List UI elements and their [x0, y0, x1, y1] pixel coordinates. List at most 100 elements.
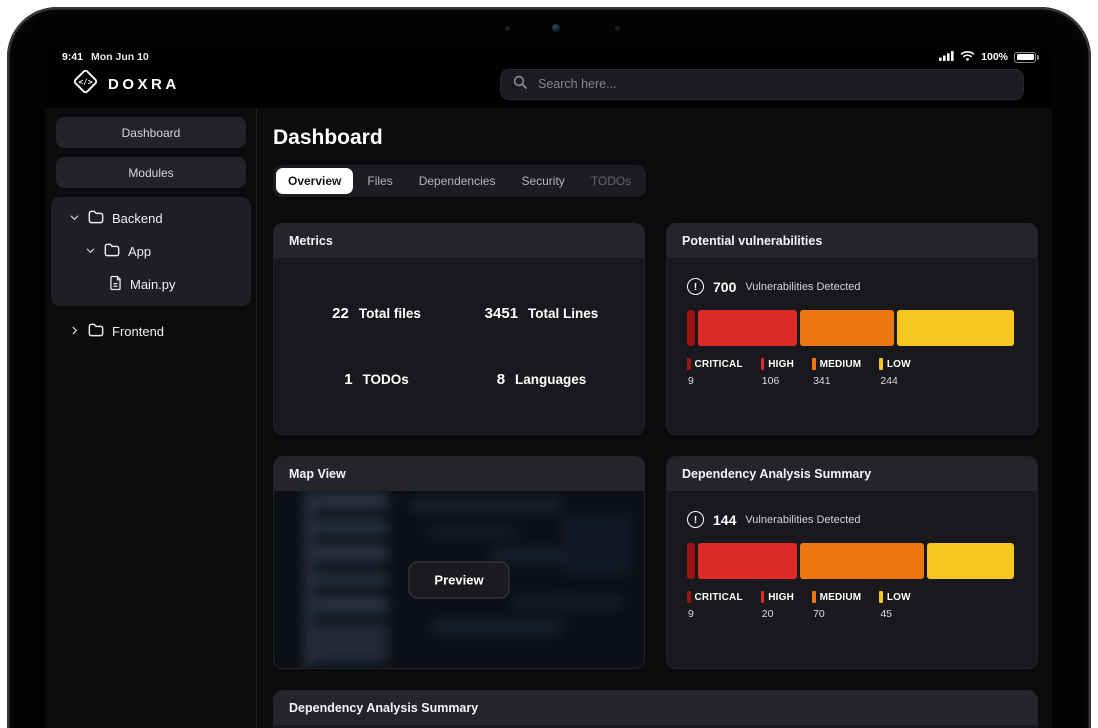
- svg-text:</>: </>: [78, 77, 92, 86]
- bar-segment-critical: [687, 310, 696, 346]
- folder-icon: [88, 323, 104, 340]
- legend-tick: [687, 358, 691, 370]
- legend-tick: [879, 358, 883, 370]
- status-time: 9:41: [62, 51, 84, 63]
- tablet-frame: 9:41 Mon Jun 10 100%: [7, 7, 1091, 728]
- legend-item-low: LOW 45: [879, 591, 911, 620]
- bar-segment-low: [927, 543, 1015, 579]
- legend-value: 341: [813, 375, 831, 387]
- dependency-summary-wide-card: Dependency Analysis Summary: [273, 690, 1038, 728]
- brand-logo[interactable]: </> DOXRA: [72, 68, 180, 100]
- tab-files[interactable]: Files: [355, 168, 404, 194]
- vulnerability-total-label: Vulnerabilities Detected: [745, 513, 861, 526]
- legend-label: MEDIUM: [819, 591, 862, 603]
- stat-value: 22: [332, 304, 349, 322]
- tab-dependencies[interactable]: Dependencies: [407, 168, 508, 194]
- bar-segment-high: [698, 310, 798, 346]
- vulnerability-total: 144: [713, 511, 737, 528]
- signal-icon: [939, 50, 954, 64]
- tree-item-label: Main.py: [130, 277, 176, 292]
- tree-item-frontend[interactable]: Frontend: [56, 315, 246, 348]
- card-title: Dependency Analysis Summary: [274, 691, 1037, 725]
- brand-name: DOXRA: [108, 75, 180, 93]
- vulnerability-total: 700: [713, 278, 737, 295]
- file-icon: [109, 275, 122, 294]
- search-bar[interactable]: [500, 68, 1024, 100]
- legend-item-critical: CRITICAL 9: [687, 591, 743, 620]
- legend-tick: [760, 591, 765, 603]
- chevron-down-icon: [69, 211, 80, 226]
- sidebar: Dashboard Modules Backend App: [46, 108, 257, 728]
- vulnerability-count: ! 144 Vulnerabilities Detected: [687, 511, 1017, 528]
- legend-value: 45: [880, 608, 893, 620]
- tree-item-label: Backend: [112, 211, 163, 226]
- stat-todos: 1 TODOs: [344, 371, 409, 388]
- status-bar: 9:41 Mon Jun 10 100%: [46, 44, 1052, 64]
- tree-item-app[interactable]: App: [51, 235, 251, 268]
- page-title: Dashboard: [273, 126, 383, 149]
- legend-item-medium: MEDIUM 341: [812, 358, 861, 387]
- vulnerability-bar: [687, 543, 1017, 579]
- dependency-summary-card: Dependency Analysis Summary ! 144 Vulner…: [666, 456, 1038, 669]
- brand-icon: </>: [72, 68, 99, 100]
- card-title: Dependency Analysis Summary: [667, 457, 1037, 491]
- tab-overview[interactable]: Overview: [276, 168, 354, 194]
- legend-tick: [687, 591, 691, 603]
- chevron-down-icon: [85, 244, 96, 259]
- legend-tick: [812, 358, 816, 370]
- bar-segment-low: [897, 310, 1015, 346]
- legend-tick: [812, 591, 816, 603]
- legend-label: CRITICAL: [694, 358, 743, 370]
- screen: 9:41 Mon Jun 10 100%: [46, 44, 1052, 728]
- card-title: Map View: [274, 457, 644, 491]
- legend-value: 70: [813, 608, 825, 620]
- wifi-icon: [960, 50, 975, 64]
- legend-item-low: LOW 244: [879, 358, 911, 387]
- legend-label: HIGH: [768, 358, 795, 370]
- folder-icon: [104, 243, 120, 260]
- search-input[interactable]: [536, 76, 1011, 92]
- legend-item-medium: MEDIUM 70: [812, 591, 861, 620]
- alert-circle-icon: !: [687, 278, 704, 295]
- folder-icon: [88, 210, 104, 227]
- app-body: Dashboard Modules Backend App: [46, 108, 1052, 728]
- legend-label: LOW: [886, 358, 911, 370]
- alert-circle-icon: !: [687, 511, 704, 528]
- stat-languages: 8 Languages: [497, 371, 587, 388]
- sidebar-item-modules[interactable]: Modules: [56, 157, 246, 188]
- legend-value: 106: [761, 375, 780, 387]
- vulnerability-legend: CRITICAL 9 HIGH 106 MEDIUM: [687, 358, 1017, 387]
- tree-item-mainpy[interactable]: Main.py: [51, 268, 251, 301]
- legend-tick: [879, 591, 883, 603]
- stat-label: Total Lines: [528, 305, 599, 321]
- legend-value: 244: [880, 375, 898, 387]
- card-title: Potential vulnerabilities: [667, 224, 1037, 258]
- tab-security[interactable]: Security: [509, 168, 576, 194]
- chevron-right-icon: [69, 324, 80, 339]
- preview-button[interactable]: Preview: [408, 561, 510, 598]
- tab-todos[interactable]: TODOs: [579, 168, 643, 194]
- stat-value: 1: [344, 370, 353, 388]
- bar-segment-medium: [800, 543, 924, 579]
- app-header: 9:41 Mon Jun 10 100%: [46, 44, 1052, 108]
- bar-segment-medium: [800, 310, 895, 346]
- legend-label: LOW: [886, 591, 911, 603]
- legend-item-critical: CRITICAL 9: [687, 358, 743, 387]
- stat-value: 8: [496, 370, 506, 388]
- stat-label: Languages: [515, 371, 587, 387]
- tree-item-backend[interactable]: Backend: [51, 202, 251, 235]
- sidebar-item-dashboard[interactable]: Dashboard: [56, 117, 246, 148]
- status-date: Mon Jun 10: [91, 51, 149, 63]
- main-content: Dashboard Overview Files Dependencies Se…: [257, 108, 1052, 728]
- tab-bar: Overview Files Dependencies Security TOD…: [273, 165, 647, 197]
- vulnerability-bar: [687, 310, 1017, 346]
- battery-percentage: 100%: [981, 51, 1008, 63]
- legend-item-high: HIGH 20: [760, 591, 794, 620]
- legend-value: 9: [688, 608, 694, 620]
- vulnerability-legend: CRITICAL 9 HIGH 20 MEDIUM: [687, 591, 1017, 620]
- front-camera: [552, 24, 560, 32]
- legend-item-high: HIGH 106: [760, 358, 795, 387]
- legend-value: 9: [688, 375, 694, 387]
- tree-item-label: App: [128, 244, 152, 259]
